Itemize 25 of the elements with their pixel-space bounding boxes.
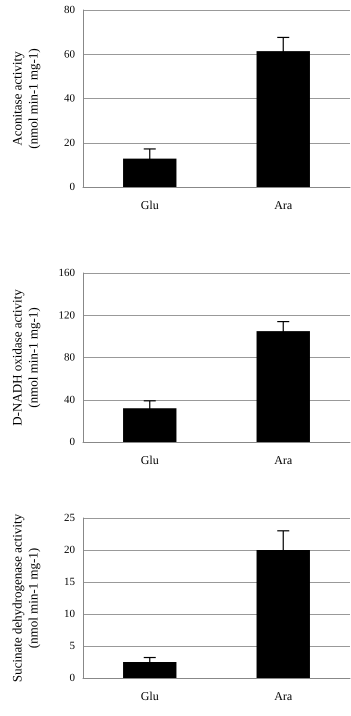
y-tick-label: 20 [64,544,76,556]
y-tick-label: 80 [64,4,76,16]
x-tick-label: Glu [140,689,159,703]
y-tick-label: 40 [64,92,76,104]
y-axis-title: Sucinate dehydrogenase activity (nmol min-1 mg-1) [10,513,40,682]
y-tick-label: 120 [58,309,76,322]
x-tick-label: Ara [274,689,293,703]
y-tick-label: 5 [70,640,76,652]
x-tick-label: Ara [274,453,293,467]
y-tick-label: 15 [64,576,76,588]
y-tick-label: 10 [64,608,76,620]
x-tick-label: Ara [274,198,293,212]
y-tick-label: 0 [70,181,76,193]
y-tick-label: 40 [64,394,76,406]
y-tick-label: 80 [64,352,76,364]
y-tick-label: 160 [58,267,76,279]
y-tick-label: 0 [70,672,76,684]
x-tick-label: Glu [140,198,159,212]
y-tick-label: 20 [64,136,76,149]
y-axis-title: D-NADH oxidase activity (nmol min-1 mg-1) [10,288,40,426]
y-tick-label: 25 [64,512,76,524]
y-tick-label: 0 [70,436,76,448]
x-tick-label: Glu [140,453,159,467]
y-tick-label: 60 [64,48,76,60]
y-axis-title: Aconitase activity (nmol min-1 mg-1) [10,48,40,149]
